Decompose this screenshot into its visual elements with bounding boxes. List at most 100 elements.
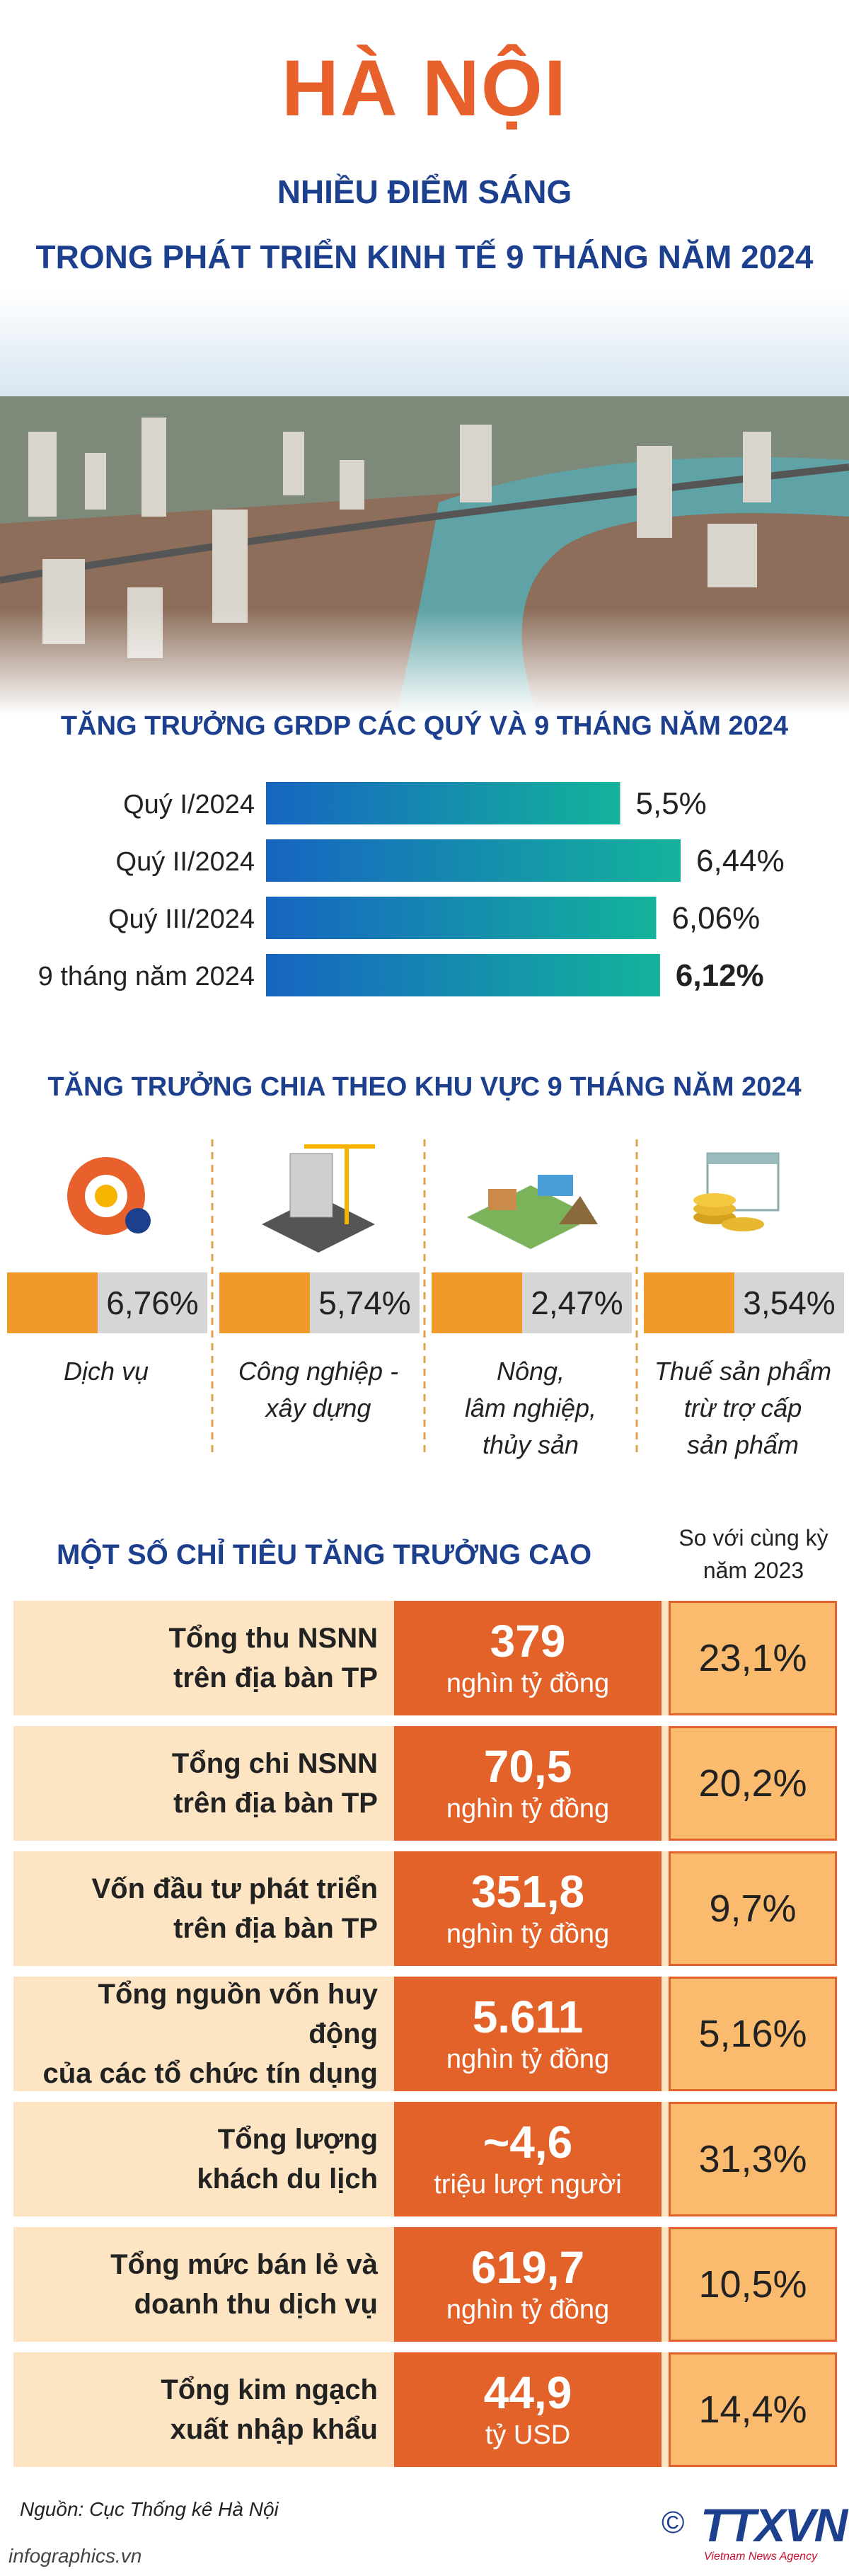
value-label: 6,06%: [671, 901, 760, 936]
copyright: ©: [662, 2505, 685, 2540]
indicator-label-line: khách du lịch: [197, 2163, 378, 2195]
sector-value: 6,76%: [106, 1284, 199, 1321]
sector-value-box: 3,54%: [734, 1272, 844, 1333]
sector-label-line: trừ trợ cấp: [683, 1393, 802, 1422]
sector-value: 3,54%: [743, 1284, 836, 1321]
compare-header-line: So với cùng kỳ: [678, 1525, 828, 1551]
amount-box: 351,8 nghìn tỷ đồng: [394, 1851, 662, 1966]
sector-value: 5,74%: [318, 1284, 411, 1321]
change-box: 10,5%: [669, 2227, 837, 2342]
amount: 379: [490, 1616, 566, 1667]
value-label: 6,12%: [676, 958, 764, 993]
sector-marker: [219, 1272, 310, 1333]
amount-box: 70,5 nghìn tỷ đồng: [394, 1726, 662, 1841]
value-label: 6,44%: [696, 844, 785, 878]
logo: TTXVN: [700, 2499, 848, 2551]
change-value: 9,7%: [709, 1887, 797, 1930]
indicator-label: Vốn đầu tư phát triển trên địa bàn TP: [21, 1851, 378, 1966]
change-box: 31,3%: [669, 2102, 837, 2216]
change-value: 20,2%: [698, 1762, 807, 1805]
unit: nghìn tỷ đồng: [446, 1794, 610, 1824]
sector-label-line: Nông,: [496, 1357, 565, 1386]
sector-label-line: Dịch vụ: [63, 1357, 149, 1386]
indicator-label: Tổng nguồn vốn huy động của các tổ chức t…: [21, 1977, 378, 2091]
indicator-label-line: Tổng nguồn vốn huy động: [98, 1979, 378, 2049]
sector-icons: [67, 1139, 780, 1458]
category-label: Quý I/2024: [123, 790, 255, 820]
sector-label: Thuế sản phẩm trừ trợ cấp sản phẩm: [637, 1353, 849, 1464]
bar: [266, 954, 660, 996]
indicator-label-line: Tổng thu NSNN: [168, 1623, 379, 1654]
site: infographics.vn: [8, 2545, 142, 2567]
amount-box: 5.611 nghìn tỷ đồng: [394, 1977, 662, 2091]
indicator-label-line: xuất nhập khẩu: [170, 2414, 378, 2445]
section-title: MỘT SỐ CHỈ TIÊU TĂNG TRƯỞNG CAO: [57, 1539, 592, 1570]
sector-value-box: 2,47%: [522, 1272, 632, 1333]
bar: [266, 897, 657, 939]
sector-value: 2,47%: [531, 1284, 623, 1321]
change-box: 20,2%: [669, 1726, 837, 1841]
subtitle: TRONG PHÁT TRIỂN KINH TẾ 9 THÁNG NĂM 202…: [35, 238, 814, 275]
source: Nguồn: Cục Thống kê Hà Nội: [20, 2498, 279, 2520]
amount-box: ~4,6 triệu lượt người: [394, 2102, 662, 2216]
unit: tỷ USD: [485, 2420, 571, 2450]
amount: 70,5: [483, 1741, 572, 1792]
bar: [266, 839, 681, 882]
category-label: 9 tháng năm 2024: [38, 962, 255, 991]
indicator-label-line: Tổng kim ngạch: [161, 2374, 378, 2405]
amount: 619,7: [470, 2242, 585, 2293]
value-label: 5,5%: [636, 786, 707, 821]
sector-label-line: Thuế sản phẩm: [654, 1357, 832, 1386]
logo-sub: Vietnam News Agency: [704, 2551, 818, 2563]
subtitle: NHIỀU ĐIỂM SÁNG: [277, 173, 572, 210]
sector-label: Dịch vụ: [0, 1353, 212, 1390]
city-photo: [0, 290, 849, 715]
category-label: Quý III/2024: [108, 904, 255, 934]
sector-label-line: xây dựng: [265, 1393, 371, 1422]
indicator-label-line: của các tổ chức tín dụng: [42, 2058, 378, 2089]
compare-header-line: năm 2023: [703, 1558, 804, 1583]
sector-marker: [7, 1272, 98, 1333]
amount: ~4,6: [483, 2117, 573, 2168]
unit: triệu lượt người: [434, 2170, 622, 2200]
sector-label-line: thủy sản: [482, 1430, 579, 1459]
indicator-label-line: trên địa bàn TP: [173, 1662, 378, 1694]
unit: nghìn tỷ đồng: [446, 1919, 610, 1949]
indicator-label: Tổng kim ngạch xuất nhập khẩu: [21, 2352, 378, 2467]
change-box: 5,16%: [669, 1977, 837, 2091]
sector-value-box: 6,76%: [98, 1272, 207, 1333]
change-value: 23,1%: [698, 1637, 807, 1679]
indicator-label-line: trên địa bàn TP: [173, 1913, 378, 1944]
change-value: 31,3%: [698, 2138, 807, 2180]
sector-marker: [644, 1272, 734, 1333]
unit: nghìn tỷ đồng: [446, 1669, 610, 1698]
sector-label-line: lâm nghiệp,: [464, 1393, 597, 1422]
sector-label: Nông, lâm nghiệp, thủy sản: [424, 1353, 637, 1464]
compare-header: So với cùng kỳ năm 2023: [669, 1522, 838, 1587]
bar-chart: Quý I/2024 5,5% Quý II/2024 6,44% Quý III/20…: [38, 782, 785, 996]
sector-label-line: Công nghiệp -: [238, 1357, 399, 1386]
indicator-label-line: Vốn đầu tư phát triển: [91, 1873, 378, 1904]
change-value: 14,4%: [698, 2388, 807, 2431]
category-label: Quý II/2024: [116, 847, 255, 877]
title: HÀ NỘI: [282, 44, 567, 132]
sector-label: Công nghiệp - xây dựng: [212, 1353, 424, 1427]
bar: [266, 782, 620, 824]
indicator-label-line: doanh thu dịch vụ: [134, 2289, 378, 2320]
change-value: 5,16%: [698, 2013, 807, 2055]
amount-box: 619,7 nghìn tỷ đồng: [394, 2227, 662, 2342]
amount: 5.611: [472, 1991, 584, 2042]
indicator-label-line: Tổng mức bán lẻ và: [110, 2249, 378, 2280]
indicator-label: Tổng mức bán lẻ và doanh thu dịch vụ: [21, 2227, 378, 2342]
indicator-label-line: trên địa bàn TP: [173, 1788, 378, 1819]
sector-value-box: 5,74%: [310, 1272, 420, 1333]
amount-box: 44,9 tỷ USD: [394, 2352, 662, 2467]
chart-title: TĂNG TRƯỞNG GRDP CÁC QUÝ VÀ 9 THÁNG NĂM …: [60, 711, 789, 741]
indicator-label: Tổng chi NSNN trên địa bàn TP: [21, 1726, 378, 1841]
indicator-label: Tổng thu NSNN trên địa bàn TP: [21, 1601, 379, 1715]
amount: 351,8: [470, 1866, 585, 1917]
change-box: 14,4%: [669, 2352, 837, 2467]
unit: nghìn tỷ đồng: [446, 2295, 610, 2325]
amount: 44,9: [483, 2367, 572, 2418]
